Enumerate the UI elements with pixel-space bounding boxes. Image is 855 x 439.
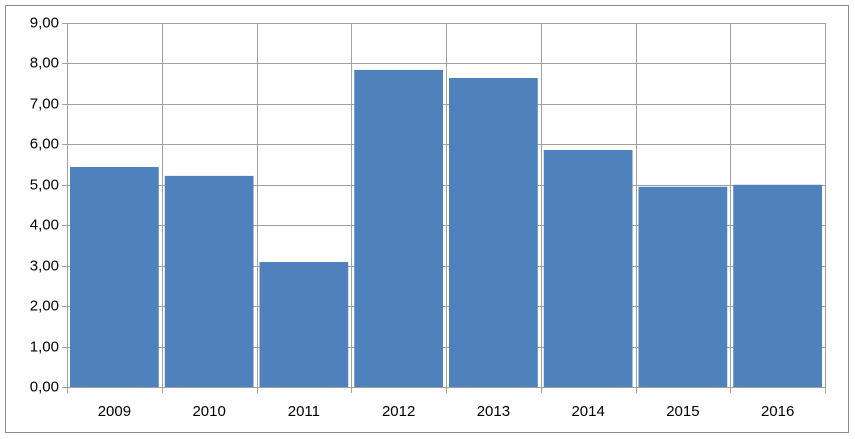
y-tick-label: 4,00 (30, 216, 59, 233)
x-tick-label: 2015 (666, 403, 699, 420)
bar (543, 149, 633, 387)
y-tick-label: 7,00 (30, 95, 59, 112)
x-tick-label: 2016 (761, 403, 794, 420)
bar (259, 262, 349, 387)
y-tick-label: 0,00 (30, 378, 59, 395)
x-tick-label: 2012 (382, 403, 415, 420)
x-tick-label: 2014 (571, 403, 604, 420)
y-tick-label: 8,00 (30, 54, 59, 71)
y-tick-label: 2,00 (30, 297, 59, 314)
bar (733, 184, 822, 387)
y-tick-label: 6,00 (30, 135, 59, 152)
y-tick-label: 5,00 (30, 176, 59, 193)
bar (354, 69, 443, 387)
y-tick-label: 1,00 (30, 338, 59, 355)
x-tick-label: 2009 (98, 403, 131, 420)
y-tick-label: 3,00 (30, 257, 59, 274)
x-tick-label: 2011 (288, 403, 320, 420)
bar (164, 175, 254, 387)
x-tick-label: 2013 (477, 403, 510, 420)
y-tick-label: 9,00 (30, 14, 59, 31)
bar (449, 78, 538, 387)
bar (70, 166, 159, 387)
bar (638, 186, 728, 387)
x-tick-label: 2010 (192, 403, 225, 420)
